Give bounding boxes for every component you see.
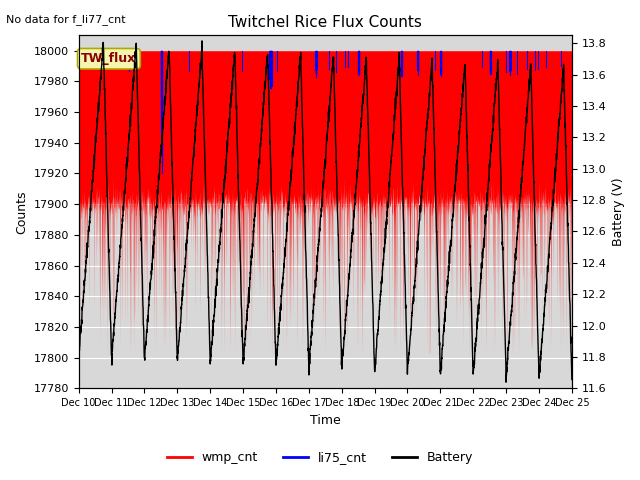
Y-axis label: Counts: Counts: [15, 190, 28, 234]
Text: No data for f_li77_cnt: No data for f_li77_cnt: [6, 14, 126, 25]
X-axis label: Time: Time: [310, 414, 340, 427]
Legend: wmp_cnt, li75_cnt, Battery: wmp_cnt, li75_cnt, Battery: [162, 446, 478, 469]
Title: Twitchel Rice Flux Counts: Twitchel Rice Flux Counts: [228, 15, 422, 30]
Y-axis label: Battery (V): Battery (V): [612, 178, 625, 246]
Text: TW_flux: TW_flux: [81, 52, 136, 65]
